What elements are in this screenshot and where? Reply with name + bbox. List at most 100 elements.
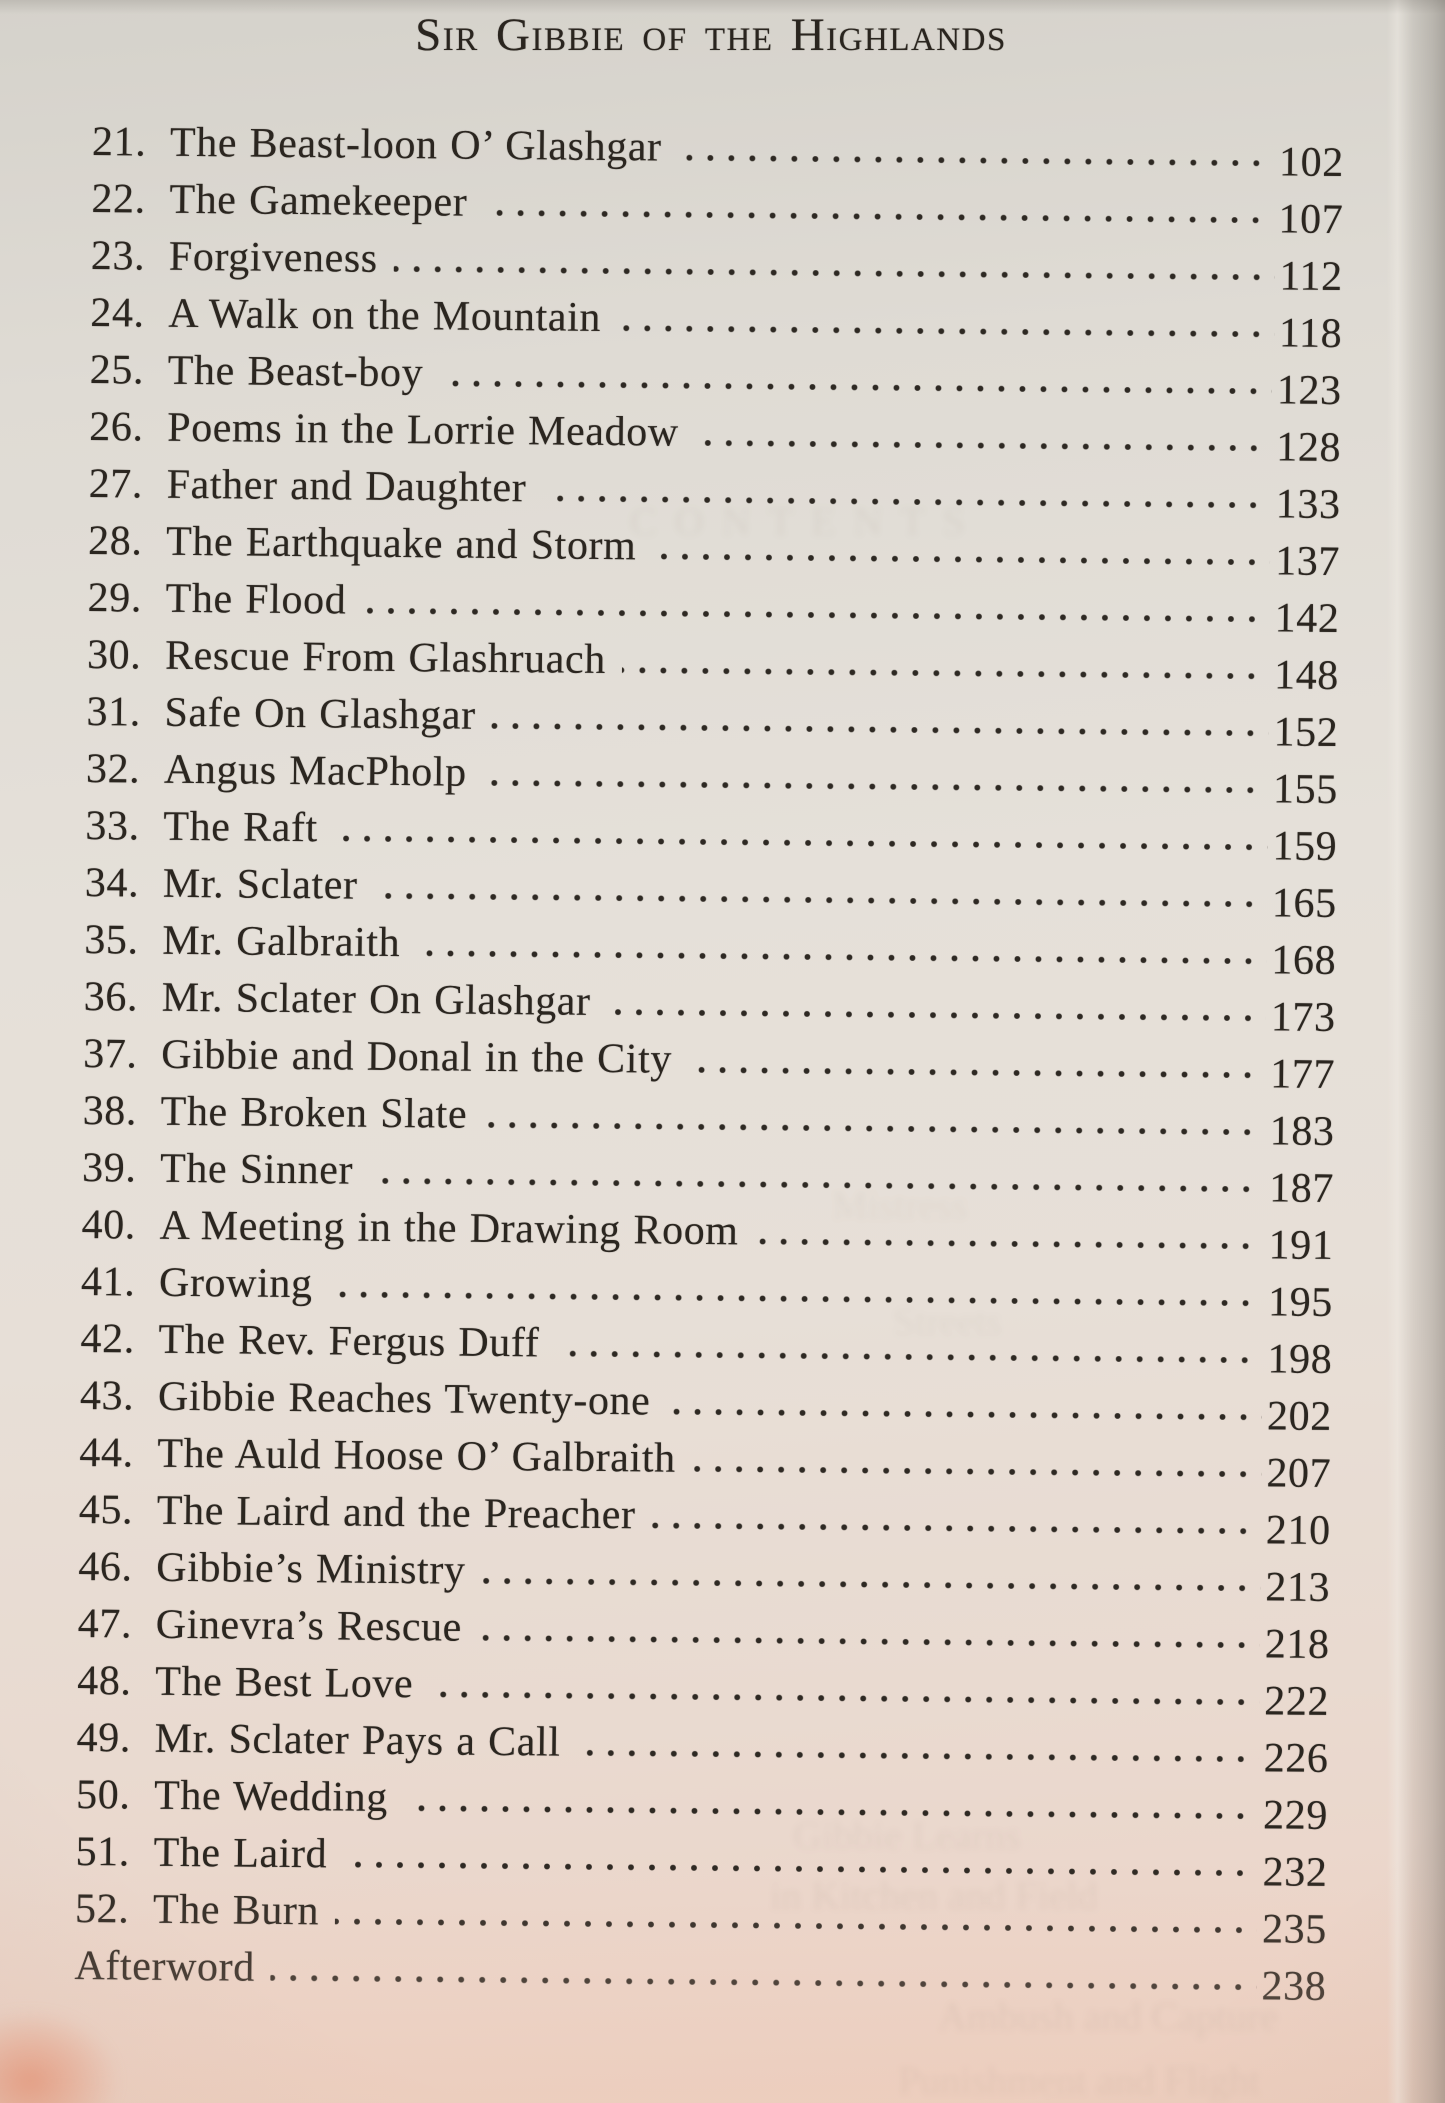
chapter-number: 47.: [77, 1600, 133, 1648]
toc-entry: Afterword 238: [74, 1942, 1326, 2011]
dot-leader: [677, 154, 1275, 167]
chapter-title: Gibbie’s Ministry: [156, 1544, 466, 1594]
page-number: 198: [1267, 1336, 1333, 1383]
dot-leader: [429, 1691, 1260, 1706]
chapter-number: 22.: [91, 176, 146, 223]
chapter-number: 49.: [76, 1714, 132, 1762]
chapter-title: The Flood: [165, 575, 347, 624]
page-number: 168: [1271, 937, 1337, 985]
chapter-title: The Wedding: [153, 1772, 389, 1821]
ghost-line: Punishment and Flight: [898, 2058, 1261, 2103]
page-number: 207: [1266, 1450, 1332, 1497]
chapter-title: Mr. Sclater: [162, 860, 358, 909]
page-number: 222: [1264, 1678, 1330, 1725]
page-number: 123: [1276, 367, 1342, 415]
chapter-title: Angus MacPholp: [163, 746, 467, 796]
dot-leader: [270, 1974, 1257, 1991]
chapter-number: 48.: [76, 1657, 132, 1705]
chapter-number: 38.: [82, 1087, 138, 1135]
dot-leader: [754, 1238, 1264, 1250]
dot-leader: [368, 1177, 1265, 1193]
chapter-title: The Laird and the Preacher: [156, 1487, 636, 1539]
chapter-title: The Rev. Fergus Duff: [158, 1316, 540, 1367]
chapter-number: 39.: [81, 1144, 137, 1192]
page-number: 107: [1278, 196, 1344, 244]
chapter-number: 51.: [75, 1828, 131, 1876]
chapter-number: 31.: [86, 689, 142, 736]
page-number: 210: [1265, 1507, 1331, 1554]
dot-leader: [416, 950, 1267, 965]
dot-leader: [666, 1408, 1263, 1421]
dot-leader: [483, 209, 1274, 224]
chapter-number: 24.: [90, 290, 145, 337]
chapter-number: 50.: [75, 1771, 131, 1819]
page-number: 173: [1270, 994, 1336, 1042]
dot-leader: [481, 1577, 1261, 1592]
page-number: 235: [1261, 1906, 1328, 1953]
chapter-title: Mr. Sclater On Glashgar: [161, 974, 591, 1025]
page-number: 177: [1270, 1051, 1336, 1099]
chapter-title: The Laird: [153, 1829, 328, 1878]
dot-leader: [652, 553, 1271, 566]
page-number: 183: [1269, 1108, 1335, 1156]
running-head-title: Sir Gibbie of the Highlands: [415, 9, 1007, 61]
chapter-number: 34.: [84, 860, 140, 907]
page-number: 159: [1272, 823, 1338, 871]
page-number: 133: [1275, 481, 1341, 529]
page-number: 229: [1262, 1792, 1329, 1839]
dot-leader: [403, 1805, 1259, 1820]
dot-leader: [483, 1121, 1265, 1136]
chapter-title: Forgiveness: [168, 233, 378, 282]
chapter-title: The Auld Hoose O’ Galbraith: [157, 1430, 676, 1482]
chapter-title: A Meeting in the Drawing Room: [159, 1202, 739, 1255]
dot-leader: [691, 1465, 1262, 1478]
page-number: 118: [1278, 310, 1343, 358]
toc-list: 21. The Beast-loon O’ Glashgar 102 22. The G…: [74, 118, 1344, 2011]
dot-leader: [393, 265, 1275, 281]
chapter-number: 37.: [83, 1030, 138, 1078]
chapter-number: 52.: [74, 1885, 130, 1933]
chapter-title: Mr. Galbraith: [162, 917, 401, 967]
dot-leader: [606, 1009, 1266, 1022]
chapter-title: The Broken Slate: [160, 1088, 468, 1138]
chapter-title: The Beast-loon O’ Glashgar: [169, 119, 662, 171]
chapter-number: 32.: [85, 746, 141, 793]
chapter-title: Afterword: [74, 1942, 256, 1991]
chapter-title: Growing: [158, 1259, 313, 1308]
chapter-title: Ginevra’s Rescue: [155, 1601, 463, 1651]
dot-leader: [439, 380, 1272, 395]
page-number: 232: [1262, 1849, 1328, 1896]
dot-leader: [333, 835, 1268, 851]
chapter-number: 40.: [81, 1201, 137, 1249]
chapter-number: 30.: [86, 632, 142, 679]
chapter-number: 35.: [84, 916, 139, 964]
chapter-title: The Raft: [163, 803, 319, 852]
chapter-title: Safe On Glashgar: [164, 689, 476, 739]
dot-leader: [694, 439, 1272, 452]
page-number: 102: [1278, 139, 1345, 187]
chapter-number: 45.: [78, 1486, 134, 1534]
chapter-title: Gibbie and Donal in the City: [161, 1031, 673, 1083]
dot-leader: [343, 1861, 1258, 1877]
chapter-number: 27.: [88, 461, 144, 508]
page-number: 218: [1264, 1621, 1330, 1668]
chapter-number: 26.: [89, 404, 144, 451]
dot-leader: [621, 667, 1270, 680]
page-number: 137: [1274, 538, 1341, 586]
chapter-number: 23.: [90, 233, 146, 280]
page-number: 112: [1279, 253, 1343, 301]
page-number: 213: [1265, 1564, 1331, 1611]
page-number: 155: [1272, 766, 1339, 814]
dot-leader: [555, 1350, 1263, 1364]
page-number: 238: [1261, 1963, 1327, 2010]
chapter-title: Poems in the Lorrie Meadow: [167, 404, 679, 456]
dot-leader: [482, 779, 1269, 794]
page-number: 152: [1273, 709, 1339, 757]
chapter-title: Mr. Sclater Pays a Call: [154, 1715, 561, 1766]
chapter-number: 44.: [79, 1429, 134, 1477]
chapter-number: 29.: [87, 575, 143, 622]
dot-leader: [616, 325, 1274, 338]
dot-leader: [687, 1066, 1266, 1079]
page-edge-shadow: [1387, 0, 1445, 2103]
chapter-title: The Gamekeeper: [169, 176, 468, 226]
